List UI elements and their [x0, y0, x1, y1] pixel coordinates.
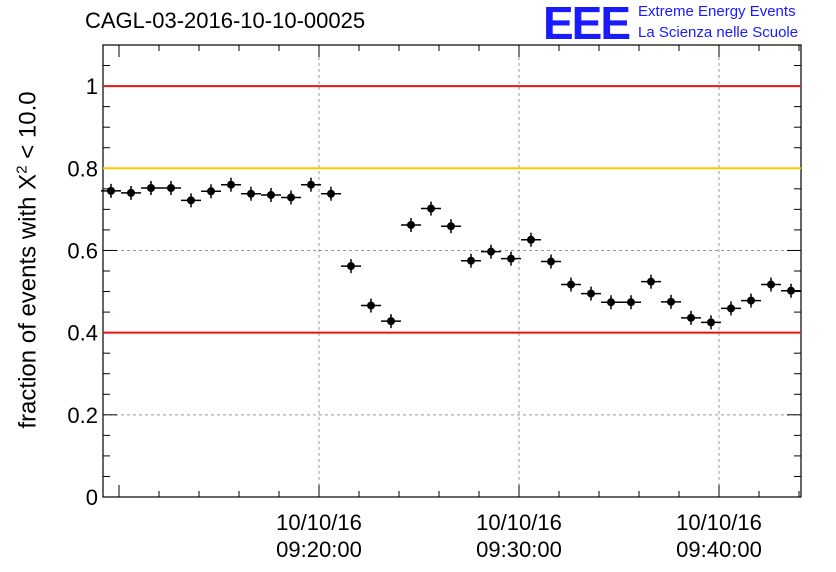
x-tick-label-time: 09:30:00	[476, 537, 562, 562]
data-point	[687, 313, 695, 322]
logo-line-2: La Scienza nelle Scuole	[638, 24, 799, 41]
data-point	[547, 257, 555, 266]
y-tick-label: 0.2	[67, 403, 98, 428]
data-point	[367, 301, 375, 310]
x-tick-label-date: 10/10/16	[476, 510, 562, 535]
y-tick-label: 1	[86, 74, 98, 99]
data-point	[747, 296, 755, 305]
data-point	[147, 183, 155, 192]
data-point	[667, 297, 675, 306]
plot-frame	[102, 44, 802, 498]
data-point	[407, 220, 415, 229]
data-point	[387, 317, 395, 326]
data-point	[107, 186, 115, 195]
data-point	[587, 289, 595, 298]
data-point	[627, 298, 635, 307]
data-point	[347, 262, 355, 271]
data-point	[267, 190, 275, 199]
eee-logo: EEE	[543, 0, 631, 49]
data-point	[707, 318, 715, 327]
data-point	[467, 256, 475, 265]
data-point	[527, 235, 535, 244]
data-point	[287, 193, 295, 202]
data-point	[247, 189, 255, 198]
data-point	[307, 180, 315, 189]
y-tick-label: 0.6	[67, 238, 98, 263]
data-point	[767, 280, 775, 289]
data-point	[447, 222, 455, 231]
data-point	[207, 187, 215, 196]
logo-line-1: Extreme Energy Events	[638, 3, 796, 20]
data-point	[127, 188, 135, 197]
x-tick-label-time: 09:40:00	[676, 537, 762, 562]
data-point	[427, 204, 435, 213]
data-point	[187, 196, 195, 205]
data-point	[327, 189, 335, 198]
y-tick-label: 0.8	[67, 156, 98, 181]
y-tick-label: 0	[86, 485, 98, 510]
data-point	[167, 183, 175, 192]
data-point	[787, 286, 795, 295]
data-point	[567, 280, 575, 289]
y-tick-label: 0.4	[67, 321, 98, 346]
data-point	[507, 254, 515, 263]
data-point	[647, 277, 655, 286]
data-point	[227, 180, 235, 189]
data-point	[607, 298, 615, 307]
x-tick-label-time: 09:20:00	[276, 537, 362, 562]
x-tick-label-date: 10/10/16	[276, 510, 362, 535]
chart-title: CAGL-03-2016-10-10-00025	[85, 8, 366, 33]
data-point	[487, 247, 495, 256]
x-tick-label-date: 10/10/16	[676, 510, 762, 535]
data-point	[727, 304, 735, 313]
